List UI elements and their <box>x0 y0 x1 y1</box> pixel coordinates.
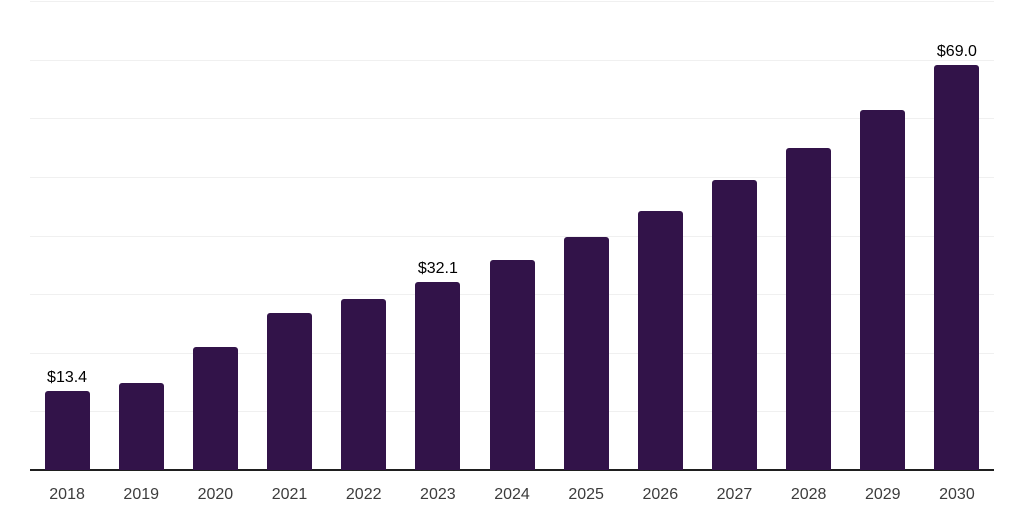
bar-2024 <box>489 260 535 470</box>
value-label-2023: $32.1 <box>417 259 458 277</box>
x-tick-label-2022: 2022 <box>345 486 382 503</box>
gridline <box>30 118 994 120</box>
x-tick-label-2019: 2019 <box>123 486 160 503</box>
gridline <box>30 1 994 2</box>
x-tick-label-2020: 2020 <box>197 486 234 503</box>
bar-2022 <box>341 298 387 470</box>
x-tick-label-2018: 2018 <box>49 486 85 503</box>
x-axis-line <box>30 469 994 471</box>
bar-2023 <box>415 281 461 470</box>
x-tick-label-2025: 2025 <box>568 486 604 503</box>
bar-2018 <box>44 391 90 470</box>
gridline <box>30 235 994 237</box>
x-tick-label-2026: 2026 <box>642 486 679 503</box>
gridline <box>30 59 994 61</box>
gridline <box>30 176 994 178</box>
bar-2021 <box>267 313 313 470</box>
bar-2030 <box>934 65 980 470</box>
bar-2029 <box>860 110 906 470</box>
value-label-2030: $69.0 <box>936 43 977 61</box>
x-tick-label-2023: 2023 <box>420 486 456 503</box>
bar-2020 <box>192 346 238 470</box>
x-tick-label-2027: 2027 <box>716 486 753 503</box>
value-label-2018: $13.4 <box>47 369 88 387</box>
x-tick-label-2024: 2024 <box>494 486 530 503</box>
x-tick-label-2021: 2021 <box>271 486 308 503</box>
x-tick-label-2030: 2030 <box>939 486 975 503</box>
bar-2019 <box>118 382 164 470</box>
bar-2027 <box>711 180 757 470</box>
x-tick-label-2028: 2028 <box>790 486 827 503</box>
bar-2025 <box>563 237 609 470</box>
bar-2026 <box>637 211 683 470</box>
bar-2028 <box>786 148 832 470</box>
x-tick-label-2029: 2029 <box>864 486 901 503</box>
